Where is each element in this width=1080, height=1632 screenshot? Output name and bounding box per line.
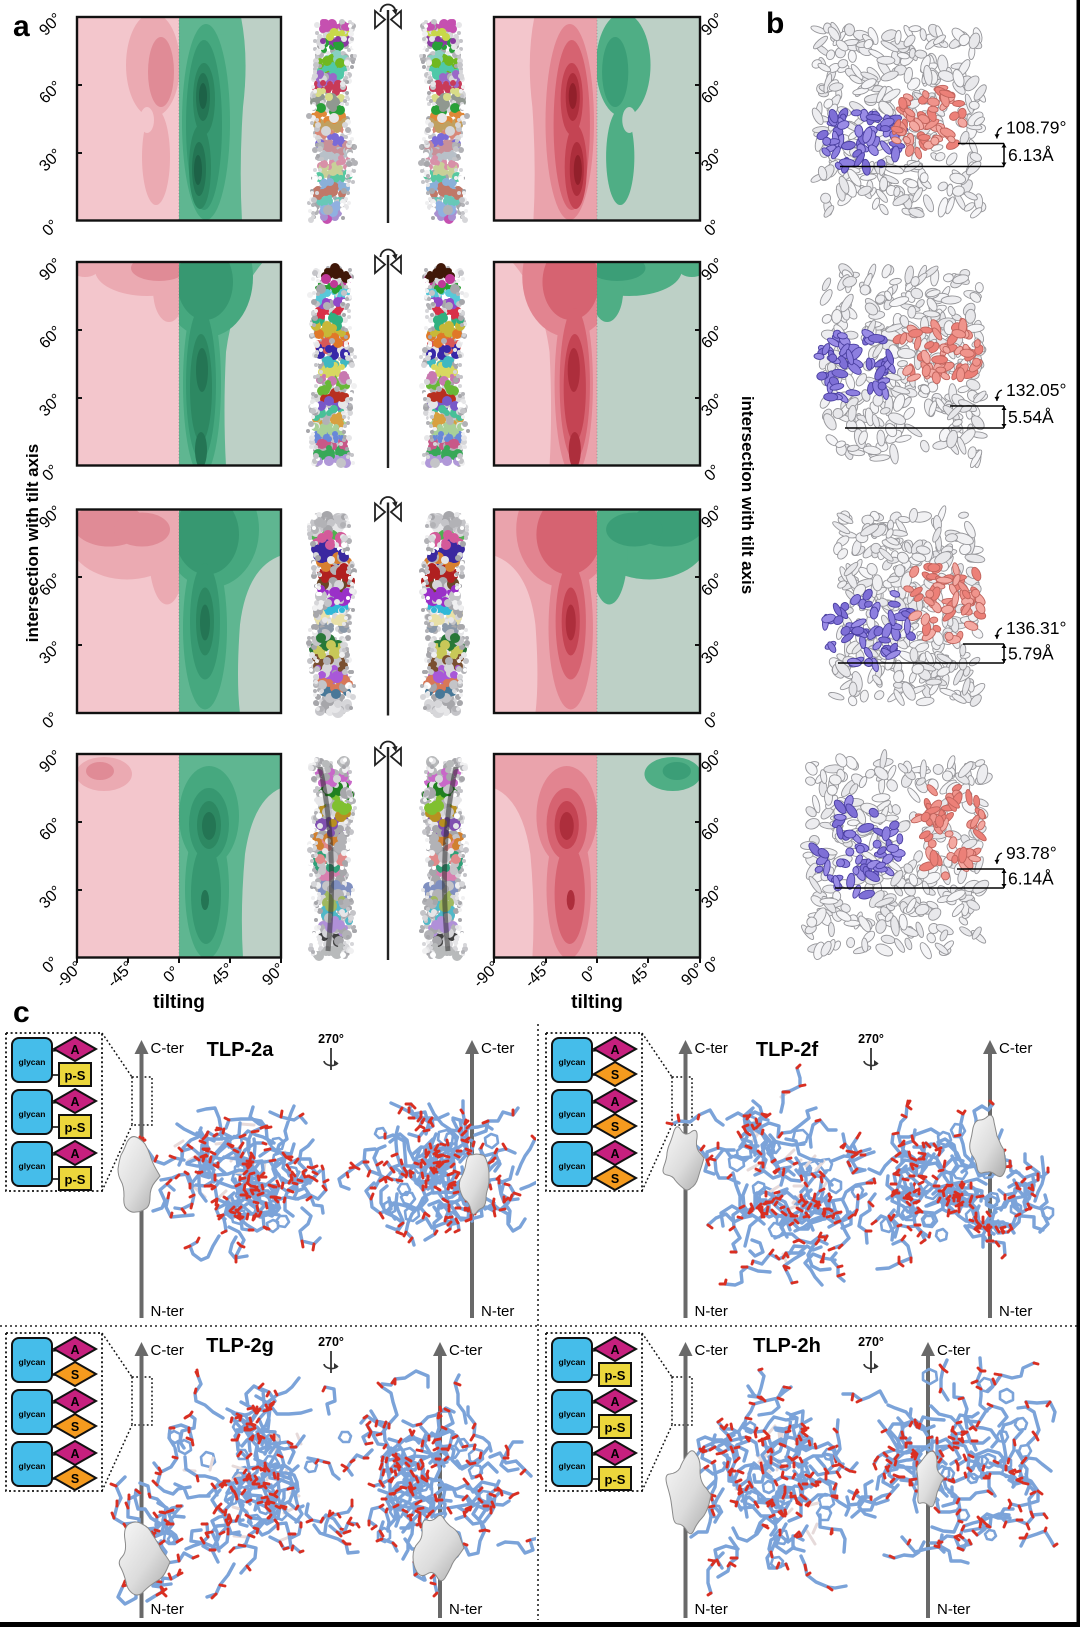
svg-text:S: S (71, 1420, 79, 1434)
svg-text:93.78°: 93.78° (1006, 843, 1057, 863)
svg-text:A: A (610, 1147, 619, 1161)
svg-text:p-S: p-S (65, 1172, 86, 1187)
svg-text:p-S: p-S (605, 1420, 626, 1435)
svg-text:b: b (766, 7, 784, 40)
svg-text:N-ter: N-ter (937, 1601, 970, 1618)
svg-text:6.14Å: 6.14Å (1008, 869, 1054, 889)
svg-text:270°: 270° (858, 1335, 884, 1349)
svg-text:glycan: glycan (559, 1109, 586, 1119)
svg-text:intersection with tilt axis: intersection with tilt axis (738, 396, 757, 594)
svg-text:N-ter: N-ter (151, 1601, 184, 1618)
svg-text:132.05°: 132.05° (1006, 380, 1067, 400)
svg-text:glycan: glycan (559, 1357, 586, 1367)
svg-text:108.79°: 108.79° (1006, 118, 1067, 138)
svg-text:A: A (610, 1395, 619, 1409)
svg-text:TLP-2a: TLP-2a (207, 1039, 275, 1061)
svg-text:glycan: glycan (19, 1357, 46, 1367)
svg-text:intersection with tilt axis: intersection with tilt axis (23, 444, 42, 642)
svg-text:p-S: p-S (605, 1368, 626, 1383)
svg-text:C-ter: C-ter (937, 1342, 970, 1359)
svg-text:C-ter: C-ter (151, 1040, 184, 1057)
svg-text:136.31°: 136.31° (1006, 618, 1067, 638)
svg-text:270°: 270° (318, 1335, 344, 1349)
svg-text:A: A (70, 1043, 79, 1057)
svg-text:TLP-2h: TLP-2h (753, 1335, 821, 1357)
svg-text:5.54Å: 5.54Å (1008, 407, 1054, 427)
svg-text:glycan: glycan (19, 1109, 46, 1119)
svg-text:N-ter: N-ter (695, 1601, 728, 1618)
svg-text:A: A (70, 1147, 79, 1161)
svg-text:glycan: glycan (559, 1161, 586, 1171)
svg-text:p-S: p-S (65, 1120, 86, 1135)
svg-text:A: A (70, 1395, 79, 1409)
svg-text:S: S (611, 1120, 619, 1134)
svg-text:N-ter: N-ter (999, 1303, 1032, 1320)
svg-text:C-ter: C-ter (449, 1342, 482, 1359)
svg-text:a: a (13, 10, 30, 43)
svg-text:c: c (13, 996, 30, 1029)
svg-text:A: A (610, 1447, 619, 1461)
svg-text:A: A (70, 1447, 79, 1461)
svg-text:C-ter: C-ter (151, 1342, 184, 1359)
svg-text:p-S: p-S (65, 1068, 86, 1083)
svg-text:270°: 270° (318, 1032, 344, 1046)
svg-text:A: A (610, 1343, 619, 1357)
svg-text:S: S (611, 1068, 619, 1082)
svg-text:A: A (70, 1343, 79, 1357)
svg-text:glycan: glycan (19, 1409, 46, 1419)
svg-text:N-ter: N-ter (695, 1303, 728, 1320)
svg-text:A: A (610, 1043, 619, 1057)
svg-text:S: S (71, 1368, 79, 1382)
svg-text:C-ter: C-ter (999, 1040, 1032, 1057)
svg-text:5.79Å: 5.79Å (1008, 644, 1054, 664)
svg-text:N-ter: N-ter (449, 1601, 482, 1618)
svg-text:tilting: tilting (571, 992, 623, 1013)
svg-text:tilting: tilting (153, 992, 205, 1013)
svg-text:C-ter: C-ter (695, 1040, 728, 1057)
svg-text:S: S (71, 1472, 79, 1486)
svg-text:N-ter: N-ter (481, 1303, 514, 1320)
svg-text:TLP-2g: TLP-2g (206, 1335, 274, 1357)
svg-text:glycan: glycan (559, 1057, 586, 1067)
svg-text:C-ter: C-ter (695, 1342, 728, 1359)
svg-text:glycan: glycan (19, 1057, 46, 1067)
svg-text:glycan: glycan (559, 1409, 586, 1419)
svg-text:p-S: p-S (605, 1472, 626, 1487)
svg-text:6.13Å: 6.13Å (1008, 145, 1054, 165)
svg-text:glycan: glycan (19, 1161, 46, 1171)
svg-text:270°: 270° (858, 1032, 884, 1046)
svg-text:glycan: glycan (19, 1461, 46, 1471)
svg-text:glycan: glycan (559, 1461, 586, 1471)
svg-text:S: S (611, 1172, 619, 1186)
svg-text:A: A (610, 1095, 619, 1109)
svg-text:A: A (70, 1095, 79, 1109)
svg-text:N-ter: N-ter (151, 1303, 184, 1320)
svg-text:TLP-2f: TLP-2f (756, 1039, 819, 1061)
svg-text:C-ter: C-ter (481, 1040, 514, 1057)
